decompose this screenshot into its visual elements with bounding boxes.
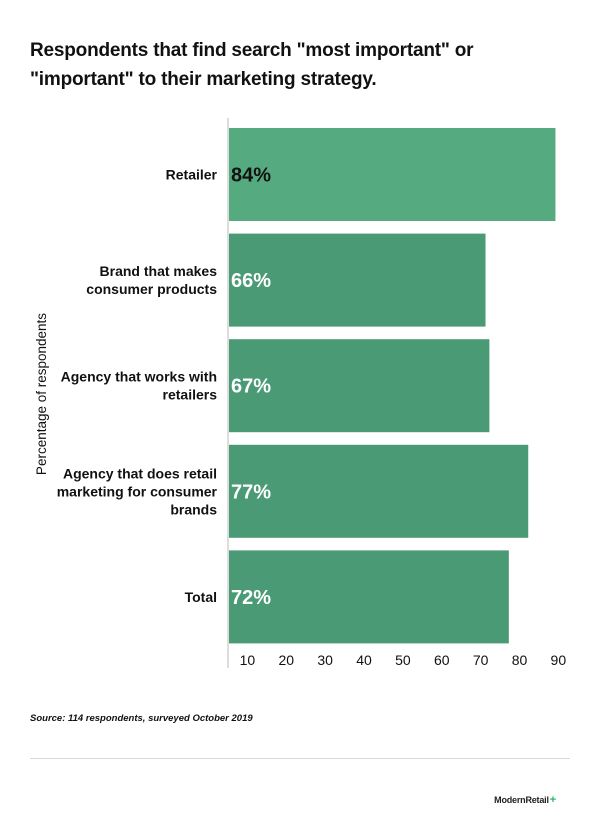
category-label-line: Agency that does retail	[63, 465, 217, 481]
x-tick-label-50: 50	[395, 652, 411, 668]
category-label-3: Agency that works with retailers	[61, 369, 218, 403]
brand-plus-icon: +	[549, 794, 556, 806]
category-label-line: consumer products	[86, 281, 217, 297]
data-label-4: 77%	[231, 481, 271, 503]
x-tick-label-30: 30	[317, 652, 333, 668]
category-label-line: retailers	[163, 387, 218, 403]
x-tick-label-40: 40	[356, 652, 372, 668]
category-label-line: Retailer	[166, 167, 218, 183]
bars-group	[229, 128, 556, 644]
category-label-2: Brand that makes consumer products	[86, 263, 217, 297]
x-tick-label-10: 10	[240, 652, 256, 668]
x-tick-label-80: 80	[512, 652, 528, 668]
data-labels-group: 84% 66% 67% 77% 72%	[231, 165, 271, 609]
x-tick-label-20: 20	[279, 652, 295, 668]
category-label-line: brands	[170, 501, 217, 517]
footer-divider	[30, 758, 570, 759]
y-axis-title: Percentage of respondents	[34, 313, 49, 475]
bar-1	[229, 128, 556, 221]
data-label-1: 84%	[231, 165, 271, 187]
chart-title: Respondents that find search "most impor…	[30, 40, 474, 90]
data-label-2: 66%	[231, 270, 271, 292]
x-tick-label-60: 60	[434, 652, 450, 668]
data-label-3: 67%	[231, 376, 271, 398]
bar-4	[229, 444, 529, 538]
category-label-4: Agency that does retail marketing for con…	[57, 465, 218, 517]
category-label-line: Brand that makes	[100, 263, 218, 279]
category-label-line: marketing for consumer	[57, 483, 218, 499]
y-axis-title-group: Percentage of respondents	[34, 313, 49, 475]
category-label-1: Retailer	[166, 167, 218, 183]
bar-3	[229, 339, 490, 433]
bar-5	[229, 550, 509, 644]
x-tick-labels-group: 10 20 30 40 50 60 70 80 90	[240, 652, 567, 668]
x-tick-label-90: 90	[551, 652, 567, 668]
category-labels-group: Retailer Brand that makes consumer product…	[57, 167, 218, 605]
bar-2	[229, 233, 486, 327]
data-label-5: 72%	[231, 587, 271, 609]
bar-chart: Percentage of respondents Retailer Brand …	[34, 118, 567, 668]
category-label-line: Total	[185, 589, 217, 605]
brand-name: ModernRetail	[494, 795, 549, 805]
category-label-line: Agency that works with	[61, 369, 217, 385]
source-note: Source: 114 respondents, surveyed Octobe…	[30, 713, 253, 724]
brand-logo: ModernRetail+	[494, 794, 556, 806]
category-label-5: Total	[185, 589, 217, 605]
x-tick-label-70: 70	[473, 652, 489, 668]
